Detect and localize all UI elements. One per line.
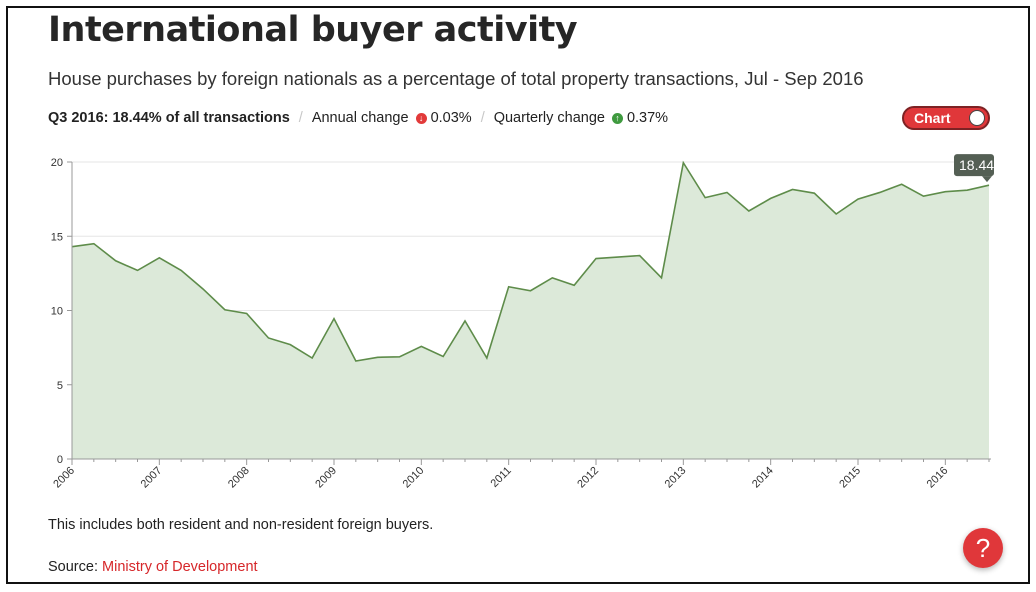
tooltip-pointer bbox=[982, 176, 992, 183]
annual-change-value: 0.03% bbox=[430, 110, 472, 126]
x-tick-label: 2007 bbox=[139, 465, 165, 491]
chart-subtitle: House purchases by foreign nationals as … bbox=[48, 68, 864, 89]
x-tick-label: 2010 bbox=[401, 465, 427, 491]
x-tick-label: 2008 bbox=[226, 465, 252, 491]
stats-bar: Q3 2016: 18.44% of all transactions / An… bbox=[48, 110, 668, 126]
tooltip-value: 18.44 bbox=[959, 157, 994, 173]
y-tick-label: 20 bbox=[51, 157, 63, 169]
series-line bbox=[71, 160, 990, 362]
quarterly-change-value: 0.37% bbox=[626, 110, 669, 126]
toggle-knob bbox=[969, 110, 985, 126]
area-chart: 0 5 10 15 20 2006 2007 2008 2009 2010 2011 2012 2013… bbox=[51, 154, 994, 491]
page-title: International buyer activity bbox=[48, 10, 578, 50]
arrow-down-icon: ↓ bbox=[415, 112, 427, 124]
area-fill bbox=[72, 162, 989, 459]
x-tick-label: 2016 bbox=[925, 465, 951, 491]
help-button[interactable]: ? bbox=[963, 528, 1003, 568]
y-tick-label: 5 bbox=[57, 380, 63, 392]
headline-stat: Q3 2016: 18.44% of all transactions bbox=[48, 110, 290, 126]
x-tick-label: 2006 bbox=[51, 465, 77, 491]
tooltip-box bbox=[954, 154, 994, 177]
question-icon: ? bbox=[975, 533, 991, 563]
arrow-up-icon: ↑ bbox=[611, 112, 623, 124]
source-label: Source: bbox=[48, 559, 98, 575]
y-tick-label: 10 bbox=[51, 306, 63, 318]
x-tick-label: 2015 bbox=[837, 465, 863, 491]
stats-separator: / bbox=[298, 110, 303, 126]
stats-separator: / bbox=[480, 110, 485, 126]
footnote: This includes both resident and non-resi… bbox=[48, 517, 434, 533]
x-tick-label: 2012 bbox=[575, 465, 601, 491]
source-link[interactable]: Ministry of Development bbox=[102, 559, 258, 575]
chart-table-toggle[interactable]: Chart bbox=[902, 106, 990, 130]
source-line: Source: Ministry of Development bbox=[48, 559, 258, 575]
y-tick-label: 15 bbox=[51, 231, 63, 243]
quarterly-change-label: Quarterly change bbox=[493, 110, 605, 126]
annual-change-label: Annual change bbox=[311, 110, 409, 126]
x-tick-label: 2013 bbox=[663, 465, 689, 491]
y-tick-label: 0 bbox=[57, 454, 63, 466]
chart-widget: International buyer activity House purch… bbox=[6, 6, 1030, 584]
toggle-label: Chart bbox=[914, 110, 951, 126]
x-tick-label: 2011 bbox=[489, 465, 514, 490]
x-tick-label: 2014 bbox=[750, 465, 776, 491]
x-tick-label: 2009 bbox=[313, 465, 339, 491]
